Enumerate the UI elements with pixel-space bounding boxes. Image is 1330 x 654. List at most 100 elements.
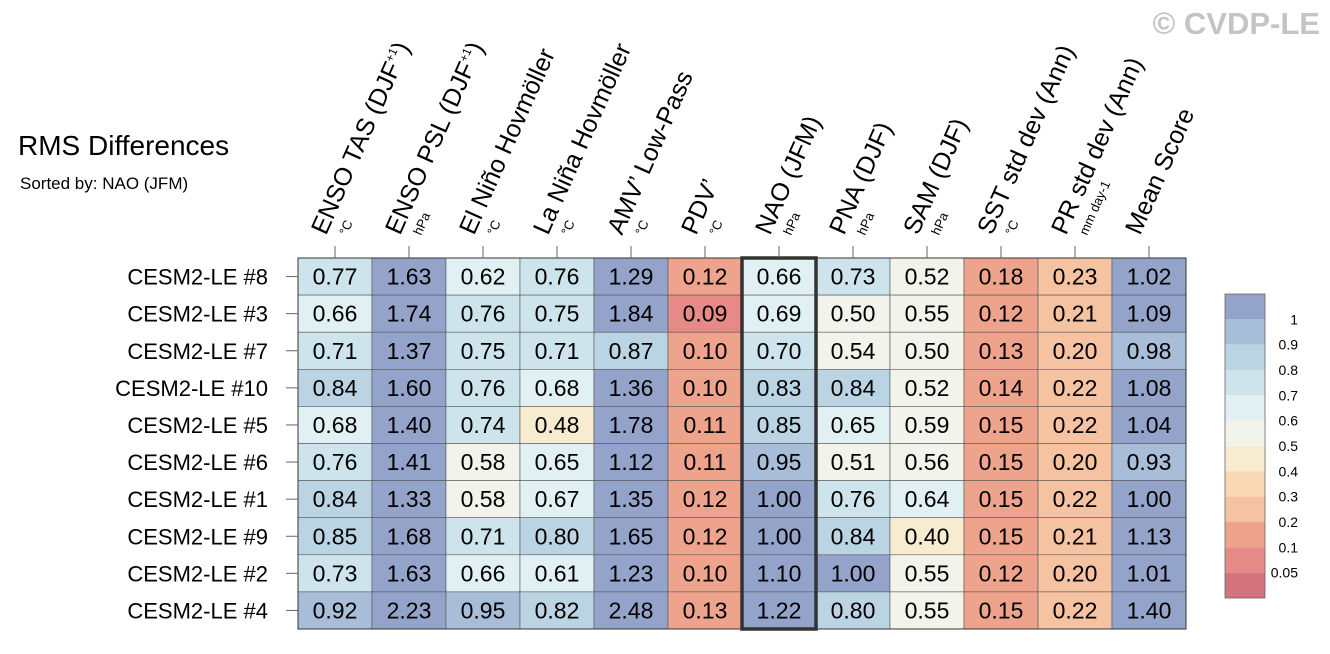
cell-value: 0.95 xyxy=(461,597,506,623)
heatmap-cell xyxy=(1111,480,1187,519)
cell-value: 0.65 xyxy=(535,449,580,475)
cell-value: 0.66 xyxy=(461,560,506,586)
heatmap-cell xyxy=(593,294,669,333)
heatmap-cell xyxy=(1037,294,1113,333)
cell-value: 0.20 xyxy=(1053,449,1098,475)
cell-value: 0.85 xyxy=(757,412,802,438)
cell-value: 0.65 xyxy=(831,412,876,438)
cell-value: 1.41 xyxy=(387,449,432,475)
colorbar-segment xyxy=(1225,395,1265,421)
row-label: CESM2-LE #5 xyxy=(127,413,268,438)
heatmap-cell xyxy=(519,591,595,630)
cell-value: 0.15 xyxy=(979,523,1024,549)
heatmap-cell xyxy=(963,517,1039,556)
cell-value: 1.10 xyxy=(757,560,802,586)
heatmap-cell xyxy=(815,257,891,296)
cell-value: 0.64 xyxy=(905,486,950,512)
heatmap-cell xyxy=(1037,443,1113,481)
cell-value: 0.75 xyxy=(461,338,506,364)
column-unit: °C xyxy=(484,218,504,237)
heatmap-cell xyxy=(519,517,595,556)
heatmap-cell xyxy=(445,294,521,333)
cell-value: 1.33 xyxy=(387,486,432,512)
heatmap-cell xyxy=(297,480,373,519)
heatmap-cell xyxy=(445,331,521,370)
cell-value: 0.92 xyxy=(313,597,358,623)
cell-value: 1.12 xyxy=(609,449,654,475)
heatmap-cell xyxy=(815,443,891,481)
heatmap-cell xyxy=(297,443,373,481)
cell-value: 1.00 xyxy=(757,486,802,512)
cell-value: 0.71 xyxy=(535,338,580,364)
cell-value: 1.00 xyxy=(831,560,876,586)
heatmap-cell xyxy=(1037,517,1113,556)
colorbar-label: 0.1 xyxy=(1279,539,1299,555)
cell-value: 0.10 xyxy=(683,560,728,586)
cell-value: 0.10 xyxy=(683,375,728,401)
cell-value: 0.12 xyxy=(683,264,728,290)
cell-value: 1.35 xyxy=(609,486,654,512)
cell-value: 1.37 xyxy=(387,338,432,364)
cell-value: 0.48 xyxy=(535,412,580,438)
heatmap-cell xyxy=(889,480,965,519)
column-unit: °C xyxy=(336,218,356,237)
cell-value: 0.22 xyxy=(1053,486,1098,512)
heatmap-cell xyxy=(371,480,447,519)
cell-value: 0.55 xyxy=(905,597,950,623)
cell-value: 0.12 xyxy=(683,486,728,512)
cell-value: 1.22 xyxy=(757,597,802,623)
heatmap-cell xyxy=(741,443,817,481)
cell-value: 1.23 xyxy=(609,560,654,586)
colorbar-label: 0.5 xyxy=(1279,438,1299,454)
heatmap-cell xyxy=(667,331,743,370)
colorbar-segment xyxy=(1225,572,1265,598)
cell-value: 0.20 xyxy=(1053,560,1098,586)
cell-value: 1.02 xyxy=(1127,264,1172,290)
heatmap-cell xyxy=(297,331,373,370)
cell-value: 0.76 xyxy=(535,264,580,290)
heatmap-cell xyxy=(445,480,521,519)
heatmap-cell xyxy=(667,368,743,407)
cell-value: 1.74 xyxy=(387,301,432,327)
row-label: CESM2-LE #4 xyxy=(127,598,268,623)
colorbar-segment xyxy=(1225,294,1265,320)
cell-value: 0.93 xyxy=(1127,449,1172,475)
cell-value: 0.73 xyxy=(313,560,358,586)
cell-value: 1.84 xyxy=(609,301,654,327)
cell-value: 1.78 xyxy=(609,412,654,438)
heatmap-cell xyxy=(371,591,447,630)
cell-value: 0.15 xyxy=(979,412,1024,438)
heatmap-cell xyxy=(741,368,817,407)
heatmap-cell xyxy=(1037,591,1113,630)
colorbar-label: 0.3 xyxy=(1279,489,1299,505)
cell-value: 1.01 xyxy=(1127,560,1172,586)
heatmap-cell xyxy=(667,294,743,333)
heatmap-cell xyxy=(593,480,669,519)
heatmap-cell xyxy=(1111,554,1187,593)
heatmap-cell xyxy=(1037,257,1113,296)
cell-value: 1.40 xyxy=(1127,597,1172,623)
colorbar-label: 0.4 xyxy=(1279,463,1299,479)
colorbar-segment xyxy=(1225,547,1265,573)
heatmap-cell xyxy=(889,443,965,481)
heatmap-cell xyxy=(963,443,1039,481)
heatmap-cell xyxy=(667,443,743,481)
cell-value: 0.59 xyxy=(905,412,950,438)
cell-value: 0.51 xyxy=(831,449,876,475)
heatmap-cell xyxy=(667,591,743,630)
cell-value: 0.12 xyxy=(979,560,1024,586)
chart-title: RMS Differences xyxy=(18,130,230,161)
cell-value: 0.40 xyxy=(905,523,950,549)
colorbar-label: 1 xyxy=(1290,311,1298,327)
heatmap-cell xyxy=(667,480,743,519)
heatmap-cell xyxy=(1037,554,1113,593)
column-unit: °C xyxy=(558,218,578,237)
cell-value: 1.29 xyxy=(609,264,654,290)
cell-value: 1.40 xyxy=(387,412,432,438)
heatmap-cell xyxy=(1111,517,1187,556)
heatmap-cell xyxy=(963,480,1039,519)
heatmap-cell xyxy=(1111,331,1187,370)
cell-value: 0.58 xyxy=(461,449,506,475)
colorbar-label: 0.05 xyxy=(1271,565,1298,581)
cell-value: 0.13 xyxy=(683,597,728,623)
